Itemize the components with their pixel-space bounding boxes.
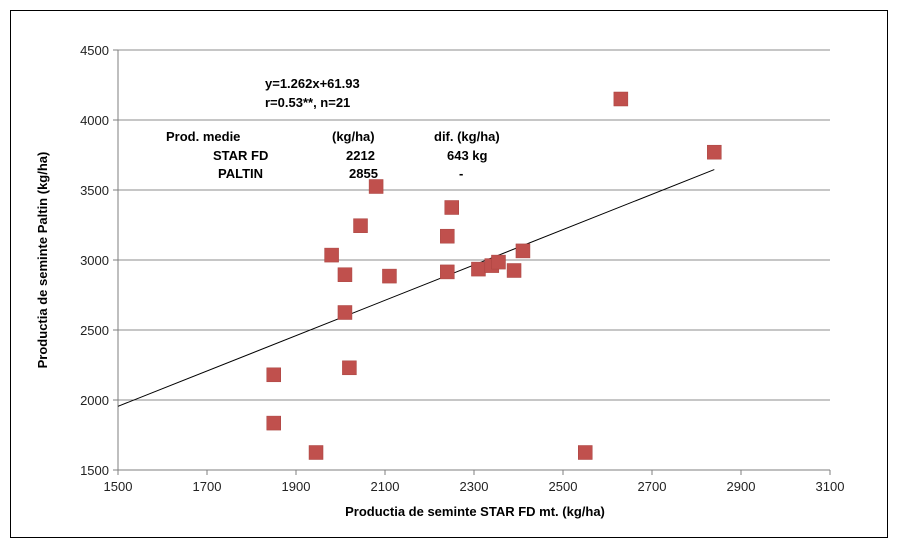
data-point	[491, 254, 506, 270]
row1-name: STAR FD	[213, 148, 268, 163]
data-point	[707, 144, 722, 160]
tick-labels: 1500 2000 2500 3000 3500 4000 4500 1500 1700 1900…	[80, 43, 844, 494]
data-point	[337, 267, 353, 282]
dif-header: dif. (kg/ha)	[434, 129, 500, 144]
row1-dif: 643 kg	[447, 148, 488, 163]
unit-header: (kg/ha)	[332, 129, 375, 144]
data-point	[382, 268, 397, 284]
x-tick-label: 2300	[460, 479, 489, 494]
chart-frame	[10, 10, 888, 538]
x-tick-label: 1700	[193, 479, 222, 494]
equation-label: y=1.262x+61.93	[265, 76, 360, 91]
trendline	[117, 169, 715, 407]
data-point	[471, 261, 486, 277]
stats-label: r=0.53**, n=21	[265, 95, 350, 110]
data-point	[337, 305, 353, 320]
y-tick-label: 2500	[80, 323, 109, 338]
data-point	[353, 218, 368, 233]
x-tick-label: 2900	[727, 479, 756, 494]
x-tick-label: 2100	[371, 479, 400, 494]
data-point	[266, 415, 281, 431]
trendline-group	[117, 169, 715, 407]
y-tick-label: 4000	[80, 113, 109, 128]
row2-value: 2855	[349, 166, 378, 181]
data-point	[613, 91, 629, 107]
data-point	[324, 247, 339, 263]
axes	[113, 49, 831, 475]
x-tick-label: 1500	[104, 479, 133, 494]
y-tick-label: 4500	[80, 43, 109, 58]
data-point	[368, 179, 384, 194]
data-point	[515, 243, 531, 259]
points-group	[266, 91, 722, 460]
x-tick-label: 2700	[638, 479, 667, 494]
x-axis-title: Productia de seminte STAR FD mt. (kg/ha)	[345, 504, 605, 519]
gridlines	[118, 49, 830, 401]
x-tick-label: 3100	[816, 479, 845, 494]
data-point	[266, 367, 281, 383]
data-point	[578, 445, 593, 460]
y-tick-label: 1500	[80, 463, 109, 478]
y-tick-label: 2000	[80, 393, 109, 408]
data-point	[440, 264, 455, 280]
x-tick-label: 1900	[282, 479, 311, 494]
data-point	[308, 445, 324, 460]
row2-dif: -	[459, 166, 463, 181]
y-tick-label: 3500	[80, 183, 109, 198]
data-point	[342, 360, 357, 376]
data-point	[440, 228, 455, 244]
data-point	[444, 200, 459, 215]
y-tick-label: 3000	[80, 253, 109, 268]
prod-header: Prod. medie	[166, 129, 240, 144]
row2-name: PALTIN	[218, 166, 263, 181]
data-point	[506, 263, 522, 278]
x-tick-label: 2500	[549, 479, 578, 494]
row1-value: 2212	[346, 148, 375, 163]
y-axis-title: Productia de seminte Paltin (kg/ha)	[35, 152, 50, 369]
